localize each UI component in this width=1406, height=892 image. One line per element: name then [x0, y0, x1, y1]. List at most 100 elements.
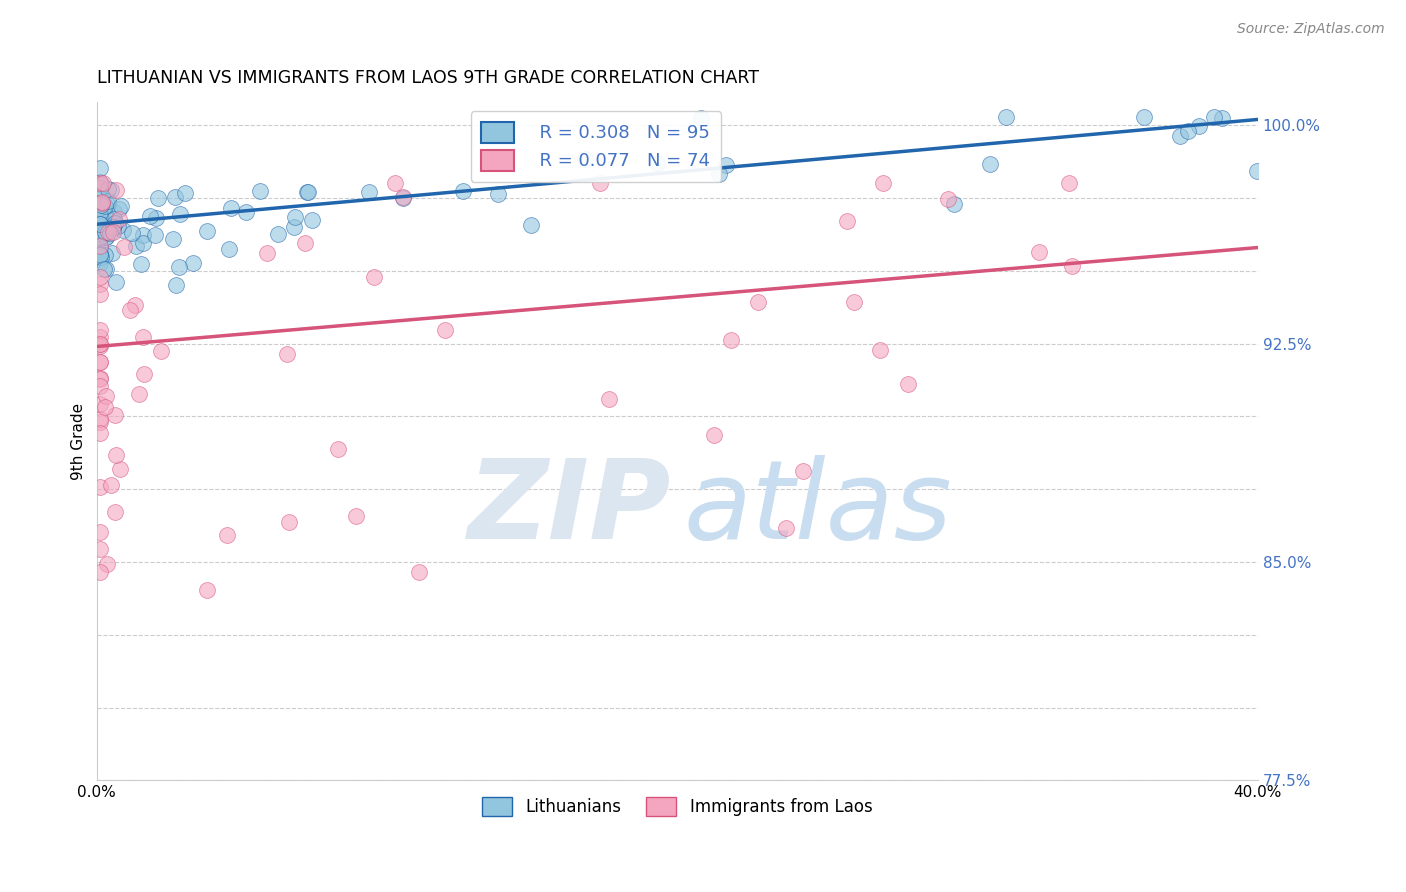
Point — [277, 515, 299, 529]
Point — [433, 323, 456, 337]
Point — [344, 509, 367, 524]
Point — [89, 242, 111, 256]
Point — [256, 246, 278, 260]
Point — [101, 220, 124, 235]
Point — [162, 232, 184, 246]
Point — [132, 367, 155, 381]
Point — [94, 225, 117, 239]
Point — [1246, 163, 1268, 178]
Point — [835, 213, 858, 227]
Point — [588, 177, 610, 191]
Point — [103, 225, 125, 239]
Point — [267, 227, 290, 242]
Text: atlas: atlas — [683, 456, 952, 563]
Point — [647, 156, 669, 170]
Point — [747, 294, 769, 309]
Point — [110, 199, 132, 213]
Point — [174, 186, 197, 201]
Point — [105, 183, 128, 197]
Point — [131, 257, 153, 271]
Point — [451, 184, 474, 198]
Point — [104, 505, 127, 519]
Point — [357, 185, 380, 199]
Point — [197, 225, 219, 239]
Point — [89, 256, 111, 270]
Point — [94, 229, 117, 244]
Point — [219, 201, 242, 215]
Point — [89, 370, 111, 384]
Text: Source: ZipAtlas.com: Source: ZipAtlas.com — [1237, 22, 1385, 37]
Point — [90, 198, 112, 212]
Point — [714, 158, 737, 172]
Point — [1204, 110, 1226, 124]
Point — [149, 343, 172, 358]
Point — [89, 397, 111, 411]
Point — [91, 177, 114, 191]
Point — [108, 461, 131, 475]
Point — [89, 191, 111, 205]
Point — [94, 400, 117, 414]
Point — [89, 217, 111, 231]
Point — [89, 565, 111, 579]
Point — [165, 278, 187, 293]
Point — [869, 343, 891, 357]
Point — [93, 199, 115, 213]
Point — [101, 220, 124, 235]
Point — [897, 376, 920, 391]
Point — [217, 528, 239, 542]
Point — [93, 199, 115, 213]
Point — [89, 542, 111, 557]
Point — [128, 387, 150, 401]
Point — [100, 478, 122, 492]
Point — [89, 175, 111, 189]
Point — [97, 198, 120, 212]
Point — [520, 219, 543, 233]
Point — [703, 428, 725, 442]
Point — [89, 372, 111, 386]
Point — [104, 275, 127, 289]
Point — [775, 520, 797, 534]
Point — [169, 207, 191, 221]
Point — [111, 223, 134, 237]
Point — [486, 187, 509, 202]
Point — [96, 262, 118, 277]
Point — [89, 480, 111, 494]
Point — [1057, 177, 1080, 191]
Point — [197, 582, 219, 597]
Point — [94, 229, 117, 244]
Point — [89, 161, 111, 175]
Point — [89, 329, 111, 343]
Point — [249, 184, 271, 198]
Point — [707, 167, 730, 181]
Point — [1028, 245, 1050, 260]
Point — [104, 448, 127, 462]
Point — [145, 211, 167, 226]
Point — [392, 191, 415, 205]
Point — [181, 255, 204, 269]
Point — [89, 239, 111, 253]
Point — [328, 442, 350, 456]
Point — [301, 213, 323, 227]
Point — [143, 227, 166, 242]
Point — [91, 178, 114, 192]
Point — [94, 389, 117, 403]
Point — [107, 212, 129, 227]
Point — [132, 236, 155, 251]
Point — [89, 248, 111, 262]
Point — [89, 277, 111, 291]
Point — [936, 192, 959, 206]
Point — [97, 224, 120, 238]
Point — [89, 202, 111, 216]
Point — [132, 227, 155, 242]
Point — [574, 153, 596, 167]
Point — [89, 214, 111, 228]
Point — [89, 354, 111, 368]
Point — [97, 194, 120, 209]
Text: LITHUANIAN VS IMMIGRANTS FROM LAOS 9TH GRADE CORRELATION CHART: LITHUANIAN VS IMMIGRANTS FROM LAOS 9TH G… — [97, 69, 759, 87]
Point — [96, 557, 118, 571]
Point — [235, 204, 257, 219]
Point — [100, 245, 122, 260]
Point — [89, 229, 111, 244]
Point — [720, 333, 742, 347]
Point — [598, 392, 620, 406]
